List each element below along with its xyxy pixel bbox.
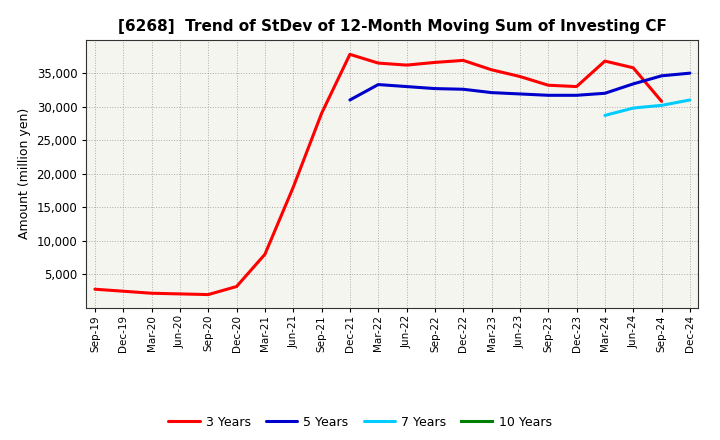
3 Years [572, 84, 581, 89]
3 Years [431, 60, 439, 65]
3 Years [600, 59, 609, 64]
5 Years [346, 97, 354, 103]
Legend: 3 Years, 5 Years, 7 Years, 10 Years: 3 Years, 5 Years, 7 Years, 10 Years [163, 411, 557, 434]
7 Years [685, 97, 694, 103]
3 Years [374, 60, 382, 66]
Line: 3 Years: 3 Years [95, 55, 662, 295]
5 Years [600, 91, 609, 96]
3 Years [629, 65, 637, 70]
5 Years [544, 93, 552, 98]
3 Years [657, 99, 666, 104]
5 Years [374, 82, 382, 87]
Line: 7 Years: 7 Years [605, 100, 690, 115]
5 Years [516, 92, 524, 97]
3 Years [261, 252, 269, 257]
3 Years [148, 290, 156, 296]
7 Years [629, 106, 637, 111]
5 Years [431, 86, 439, 91]
5 Years [685, 70, 694, 76]
5 Years [657, 73, 666, 78]
3 Years [487, 67, 496, 73]
3 Years [233, 284, 241, 289]
3 Years [204, 292, 212, 297]
7 Years [657, 103, 666, 108]
5 Years [402, 84, 411, 89]
3 Years [346, 52, 354, 57]
3 Years [289, 185, 297, 190]
7 Years [600, 113, 609, 118]
5 Years [629, 81, 637, 87]
3 Years [318, 111, 326, 116]
3 Years [176, 291, 184, 297]
5 Years [459, 87, 467, 92]
Title: [6268]  Trend of StDev of 12-Month Moving Sum of Investing CF: [6268] Trend of StDev of 12-Month Moving… [118, 19, 667, 34]
5 Years [487, 90, 496, 95]
3 Years [516, 74, 524, 79]
3 Years [119, 289, 127, 294]
3 Years [544, 83, 552, 88]
Line: 5 Years: 5 Years [350, 73, 690, 100]
3 Years [459, 58, 467, 63]
Y-axis label: Amount (million yen): Amount (million yen) [18, 108, 31, 239]
3 Years [402, 62, 411, 68]
3 Years [91, 286, 99, 292]
5 Years [572, 93, 581, 98]
